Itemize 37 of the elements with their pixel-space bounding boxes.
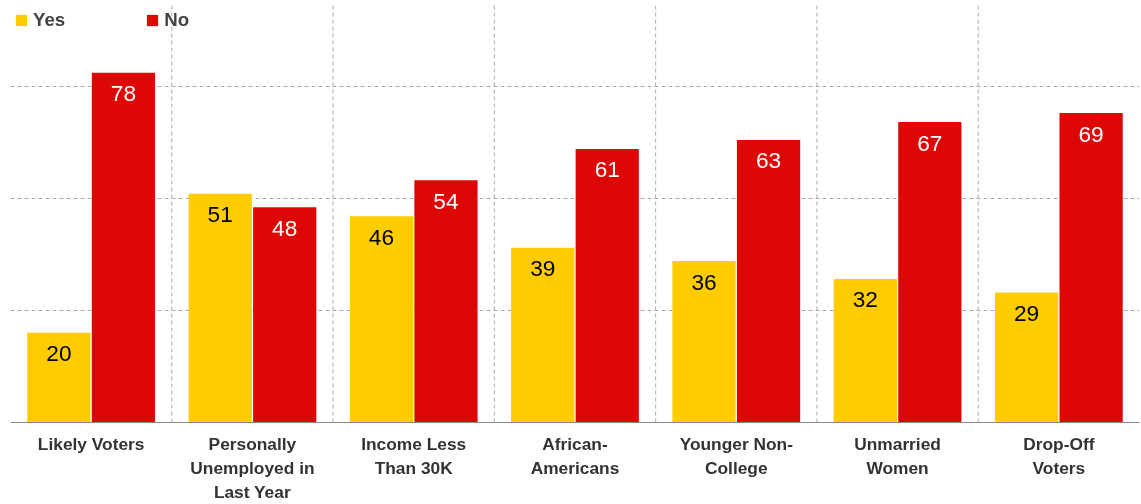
bar — [414, 180, 478, 423]
bar — [898, 122, 962, 423]
data-label: 46 — [368, 223, 395, 250]
bar — [994, 292, 1059, 423]
x-tick-label: Personally Unemployed in Last Year — [190, 433, 315, 502]
bar — [575, 148, 639, 423]
bar — [672, 261, 736, 423]
x-tick-label: Unmarried Women — [854, 433, 941, 478]
bar — [1059, 113, 1123, 423]
bar — [349, 216, 414, 423]
bar — [27, 332, 91, 423]
data-label: 54 — [433, 187, 459, 214]
data-label: 32 — [852, 286, 878, 313]
bar — [736, 140, 801, 423]
data-label: 36 — [691, 268, 717, 295]
x-tick-label: Income Less Than 30K — [361, 433, 467, 478]
bar — [188, 193, 252, 423]
bar — [253, 207, 317, 423]
data-label: 48 — [272, 214, 298, 241]
data-label: 39 — [530, 255, 556, 282]
data-label: 63 — [755, 147, 782, 174]
x-tick-label: African-Americans — [530, 433, 620, 478]
data-label: 67 — [917, 129, 943, 156]
data-label: 51 — [207, 201, 233, 228]
data-label: 61 — [594, 156, 620, 183]
legend-label: Yes — [33, 9, 66, 31]
data-label: 69 — [1078, 120, 1104, 147]
legend-label: No — [164, 9, 190, 31]
data-label: 20 — [46, 340, 72, 367]
bar — [511, 247, 575, 423]
data-label: 29 — [1014, 299, 1040, 326]
bar — [91, 72, 156, 423]
x-tick-label: Younger Non-College — [679, 433, 794, 478]
bar — [833, 279, 897, 423]
data-label: 78 — [110, 80, 136, 107]
x-tick-label: Likely Voters — [37, 433, 145, 454]
x-tick-label: Drop-Off Voters — [1023, 433, 1095, 478]
